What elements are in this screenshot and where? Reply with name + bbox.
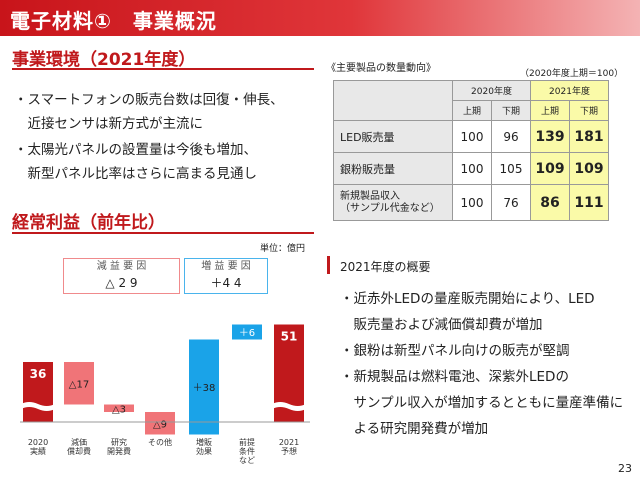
- table-cell: 100: [452, 184, 492, 221]
- table-row: 銀粉販売量 100 105 109 109: [333, 152, 609, 185]
- row-label: 新規製品収入 （サンプル代金など）: [333, 184, 453, 221]
- unit-label: 単位：億円: [260, 244, 306, 254]
- table-cell: 96: [491, 120, 531, 153]
- environment-underline: [12, 68, 314, 70]
- half-header: 下期: [491, 100, 531, 121]
- table-note: （2020年度上期＝100）: [520, 69, 624, 79]
- bar-value-label: △9: [153, 419, 167, 430]
- bar-value-label: △3: [112, 404, 126, 415]
- table-row: 新規製品収入 （サンプル代金など） 100 76 86 111: [333, 184, 609, 221]
- table-corner: [333, 80, 453, 121]
- category-label: 研究: [111, 437, 127, 447]
- table-cell: 76: [491, 184, 531, 221]
- category-label: 増販: [196, 437, 212, 447]
- category-label: 2020: [28, 438, 48, 447]
- overview-list: ・近赤外LEDの量産販売開始により、LED 販売量および減価償却費が増加 ・銀粉…: [340, 286, 623, 442]
- row-label-line: （サンプル代金など）: [340, 202, 440, 214]
- bar-value-label: △17: [69, 379, 89, 390]
- table-cell: 86: [530, 184, 570, 221]
- bullet-line: ・太陽光パネルの設置量は今後も増加、: [14, 142, 257, 158]
- category-label: 予想: [281, 446, 297, 456]
- decrease-bar: [64, 362, 94, 405]
- table-cell: 139: [530, 120, 570, 153]
- overview-line: よる研究開発費が増加: [340, 421, 489, 437]
- axis-break-mark: [21, 402, 55, 411]
- category-label: など: [239, 456, 255, 465]
- bar-value-label: 36: [30, 367, 47, 381]
- bar-value-label: ＋6: [239, 328, 255, 339]
- overview-line: ・新規製品は燃料電池、深紫外LEDの: [340, 369, 569, 385]
- half-header: 下期: [569, 100, 609, 121]
- overview-line: サンプル収入が増加するとともに量産準備に: [340, 395, 624, 411]
- total-bar: [23, 362, 53, 422]
- decrease-factor-box: 減 益 要 因 △ 2 9: [63, 258, 180, 294]
- increase-box-value: ＋4 4: [210, 276, 242, 290]
- environment-title: 事業環境（2021年度）: [12, 50, 196, 70]
- environment-bullets: ・スマートフォンの販売台数は回復・伸長、 近接センサは新方式が主流に ・太陽光パ…: [14, 88, 284, 186]
- year-header: 2020年度: [452, 80, 531, 101]
- axis-break-mark: [272, 402, 306, 411]
- decrease-box-value: △ 2 9: [105, 276, 138, 290]
- bullet-line: ・スマートフォンの販売台数は回復・伸長、: [14, 92, 284, 108]
- bullet-line: 近接センサは新方式が主流に: [14, 116, 203, 132]
- quantity-table: 2020年度 2021年度 上期 下期 上期 下期 LED販売量 100 96 …: [333, 80, 609, 221]
- overview-marker: [327, 256, 330, 274]
- increase-factor-box: 増 益 要 因 ＋4 4: [184, 258, 268, 294]
- decrease-box-title: 減 益 要 因: [96, 261, 147, 272]
- page-number: 23: [618, 462, 632, 475]
- bar-value-label: ＋38: [193, 383, 216, 394]
- category-label: 減価: [71, 437, 87, 447]
- decrease-bar: [145, 412, 175, 435]
- table-caption: 《主要製品の数量動向》: [326, 63, 436, 74]
- row-label: LED販売量: [333, 120, 453, 153]
- overview-line: 販売量および減価償却費が増加: [340, 317, 543, 333]
- table-cell: 105: [491, 152, 531, 185]
- category-label: 開発費: [107, 446, 131, 456]
- half-header: 上期: [452, 100, 492, 121]
- profit-underline: [12, 232, 314, 234]
- row-label-line: 新規製品収入: [340, 190, 400, 202]
- increase-bar: [189, 339, 219, 435]
- category-label: 2021: [279, 438, 299, 447]
- year-header: 2021年度: [530, 80, 609, 101]
- row-label: 銀粉販売量: [333, 152, 453, 185]
- category-label: 効果: [196, 446, 212, 456]
- category-label: 実績: [30, 446, 46, 456]
- category-label: 条件: [239, 446, 255, 456]
- bar-value-label: 51: [281, 330, 298, 344]
- category-label: 償却費: [67, 446, 91, 456]
- table-cell: 181: [569, 120, 609, 153]
- table-cell: 100: [452, 120, 492, 153]
- decrease-bar: [104, 404, 134, 412]
- table-cell: 100: [452, 152, 492, 185]
- increase-bar: [232, 324, 262, 340]
- overview-line: ・銀粉は新型パネル向けの販売が堅調: [340, 343, 570, 359]
- overview-line: ・近赤外LEDの量産販売開始により、LED: [340, 291, 595, 307]
- increase-box-title: 増 益 要 因: [201, 261, 251, 272]
- table-cell: 109: [569, 152, 609, 185]
- table-row: LED販売量 100 96 139 181: [333, 120, 609, 153]
- category-label: 前提: [239, 437, 255, 447]
- header-bar: [0, 0, 640, 36]
- table-cell: 109: [530, 152, 570, 185]
- half-header: 上期: [530, 100, 570, 121]
- profit-title: 経常利益（前年比）: [12, 213, 165, 233]
- table-cell: 111: [569, 184, 609, 221]
- page-title: 電子材料① 事業概況: [10, 9, 217, 33]
- bullet-line: 新型パネル比率はさらに高まる見通し: [14, 166, 257, 182]
- overview-title: 2021年度の概要: [340, 260, 431, 274]
- category-label: その他: [148, 437, 172, 447]
